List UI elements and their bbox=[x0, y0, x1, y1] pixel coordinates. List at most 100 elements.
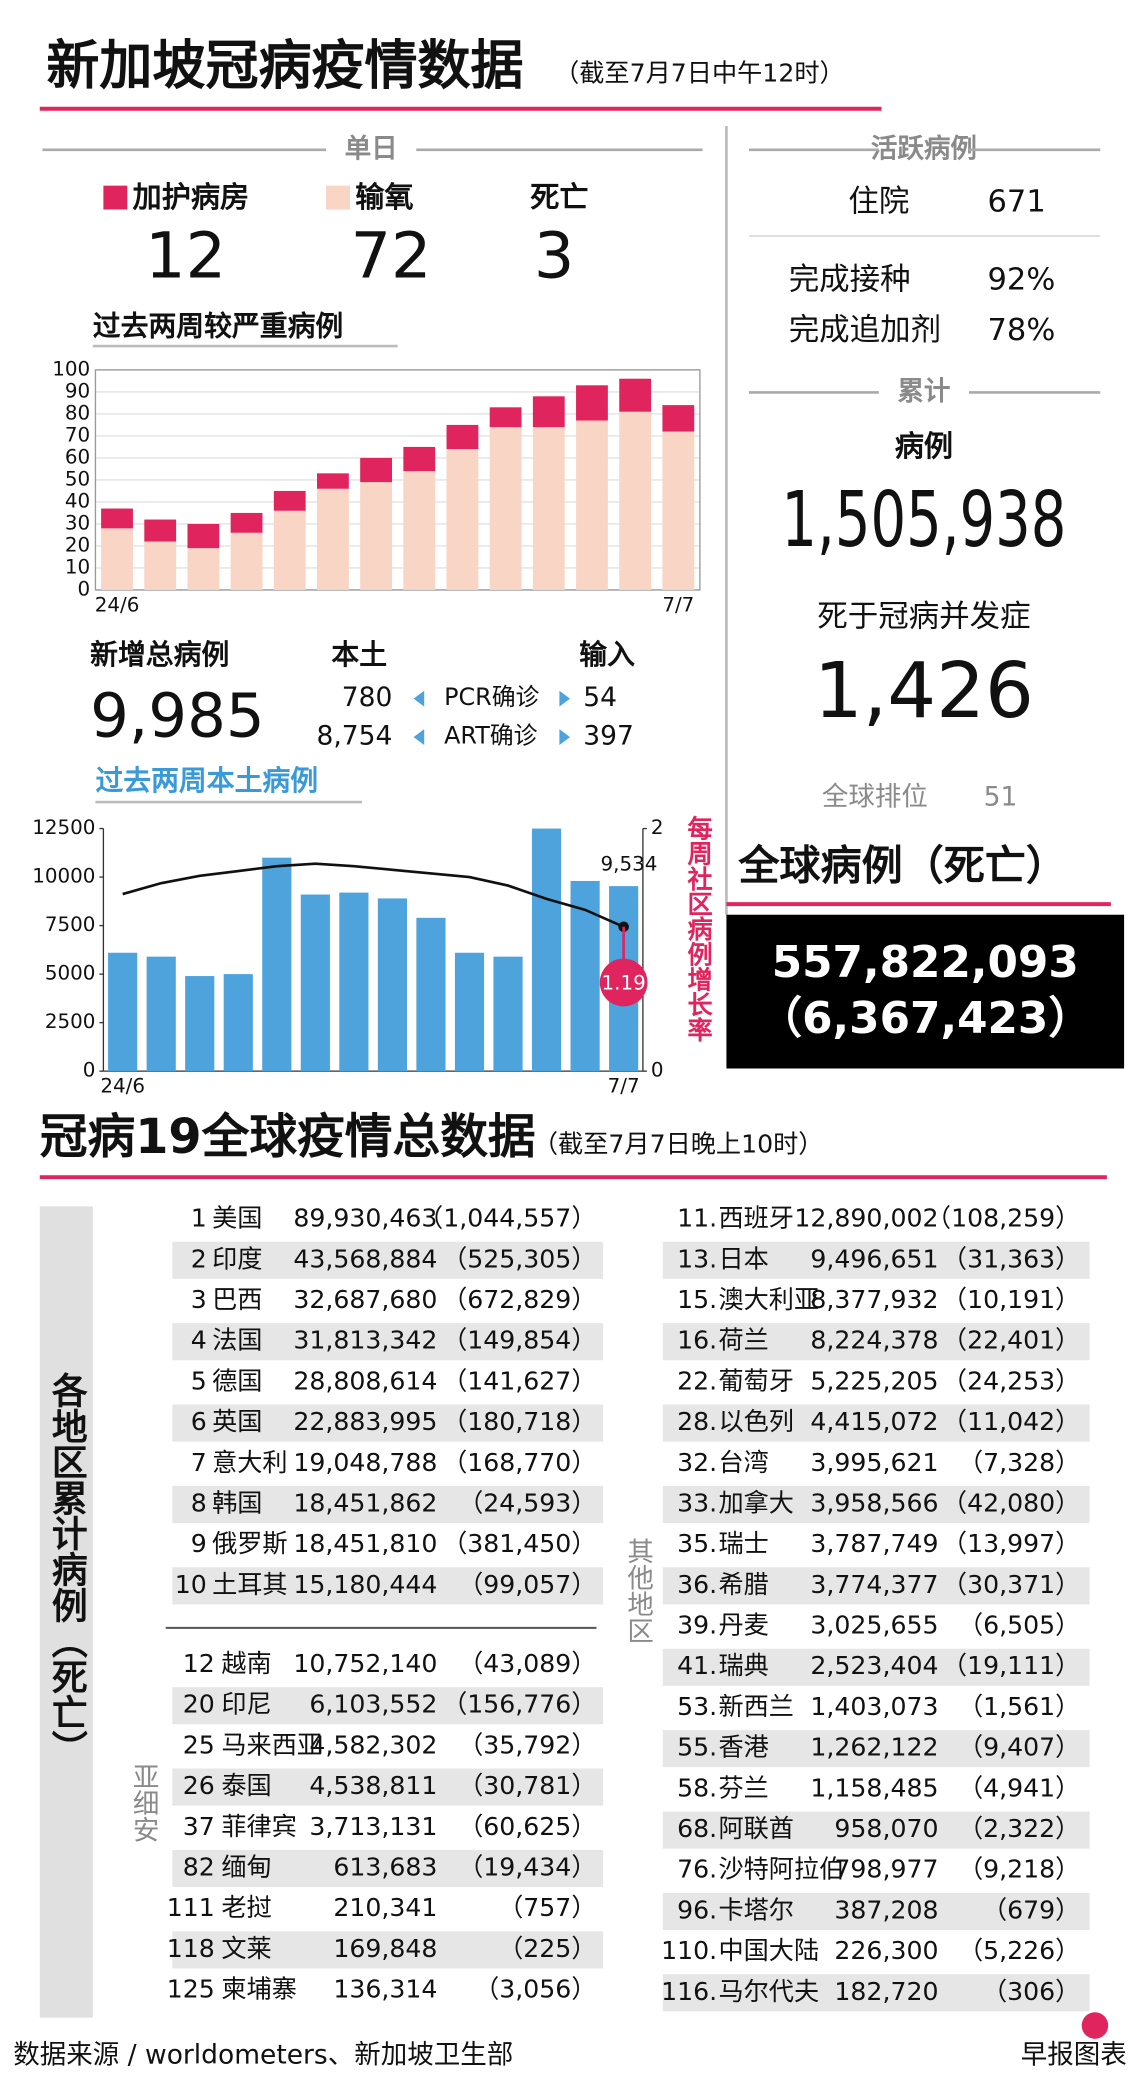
cases: 8,224,378 bbox=[810, 1326, 938, 1355]
rank: 16. bbox=[677, 1326, 717, 1355]
rank: 6 bbox=[191, 1407, 207, 1436]
cases: 6,103,552 bbox=[309, 1690, 437, 1719]
row-stripe bbox=[662, 1811, 1090, 1849]
rank: 33. bbox=[677, 1488, 717, 1517]
country: 印度 bbox=[212, 1244, 262, 1273]
country: 希腊 bbox=[718, 1570, 768, 1599]
bar-segment bbox=[532, 427, 565, 590]
title: 冠病19全球疫情总数据 bbox=[40, 1110, 536, 1165]
rank: 111 bbox=[167, 1893, 215, 1922]
country: 马来西亚 bbox=[221, 1730, 322, 1759]
label: 新增总病例 bbox=[90, 638, 229, 671]
logo bbox=[1081, 2012, 1109, 2039]
deaths: （381,450） bbox=[442, 1529, 596, 1558]
row-stripe bbox=[172, 1687, 604, 1725]
label: 780 bbox=[342, 682, 393, 713]
country: 法国 bbox=[212, 1326, 262, 1355]
rank: 12 bbox=[183, 1649, 215, 1678]
country: 马尔代夫 bbox=[718, 1977, 819, 2006]
data-label: 9,534 bbox=[600, 852, 657, 875]
country: 澳大利亚 bbox=[718, 1285, 819, 1314]
cases: 18,451,810 bbox=[293, 1529, 437, 1558]
deaths: （13,997） bbox=[942, 1529, 1080, 1558]
arrow bbox=[559, 729, 570, 746]
deaths: （19,434） bbox=[458, 1852, 596, 1881]
deaths: （22,401） bbox=[942, 1326, 1080, 1355]
rank: 11. bbox=[677, 1204, 717, 1233]
cases: 8,377,932 bbox=[810, 1285, 938, 1314]
country: 柬埔寨 bbox=[221, 1975, 297, 2004]
panel bbox=[726, 914, 1125, 1069]
y-tick-label: 30 bbox=[65, 511, 90, 534]
rank: 8 bbox=[191, 1488, 207, 1517]
line bbox=[122, 862, 625, 929]
rank: 13. bbox=[677, 1244, 717, 1273]
bar-segment bbox=[360, 457, 392, 483]
cases: 798,977 bbox=[834, 1855, 938, 1884]
deaths: （99,057） bbox=[458, 1570, 596, 1599]
label: 完成接种 bbox=[789, 263, 911, 298]
cases: 387,208 bbox=[834, 1895, 938, 1924]
rank: 125 bbox=[167, 1975, 215, 2004]
stat-value: 1,505,938 bbox=[781, 476, 1066, 565]
legend-label: 输氧 bbox=[355, 180, 413, 214]
country: 葡萄牙 bbox=[718, 1366, 794, 1395]
rank: 96. bbox=[677, 1895, 717, 1924]
row-stripe bbox=[172, 1241, 604, 1279]
deaths: （30,781） bbox=[458, 1771, 596, 1800]
bar bbox=[300, 894, 330, 1072]
row-stripe bbox=[662, 1241, 1090, 1279]
y-tick-label: 7500 bbox=[45, 913, 96, 936]
y-tick-label: 90 bbox=[65, 379, 90, 402]
label: PCR确诊 bbox=[444, 683, 539, 711]
row-stripe bbox=[172, 1323, 604, 1361]
label: 全球排位 bbox=[822, 782, 928, 813]
rank: 15. bbox=[677, 1285, 717, 1314]
label: 92% bbox=[988, 263, 1056, 298]
rank: 28. bbox=[677, 1407, 717, 1436]
cases: 1,262,122 bbox=[810, 1733, 938, 1762]
label: 死于冠病并发症 bbox=[817, 599, 1030, 634]
legend-swatch bbox=[326, 185, 350, 210]
deaths: （180,718） bbox=[442, 1407, 596, 1436]
deaths: （149,854） bbox=[442, 1326, 596, 1355]
rank: 41. bbox=[677, 1651, 717, 1680]
country: 英国 bbox=[212, 1407, 262, 1436]
country: 荷兰 bbox=[718, 1326, 768, 1355]
y-tick-label: 10 bbox=[65, 555, 90, 578]
cases: 226,300 bbox=[834, 1936, 938, 1965]
country: 印尼 bbox=[221, 1690, 271, 1719]
arrow bbox=[413, 690, 425, 707]
deaths: （525,305） bbox=[442, 1244, 596, 1273]
country: 以色列 bbox=[718, 1407, 794, 1436]
bar bbox=[377, 898, 408, 1072]
deaths: （11,042） bbox=[942, 1407, 1080, 1436]
row-stripe bbox=[172, 1931, 604, 1969]
rank: 116. bbox=[661, 1977, 717, 2006]
bar-segment bbox=[619, 411, 652, 590]
country: 西班牙 bbox=[718, 1204, 794, 1233]
deaths: （10,191） bbox=[942, 1285, 1080, 1314]
cases: 4,538,811 bbox=[309, 1771, 437, 1800]
arrow bbox=[559, 690, 570, 707]
bar-segment bbox=[532, 396, 565, 428]
deaths: （7,328） bbox=[958, 1448, 1080, 1477]
rank: 35. bbox=[677, 1529, 717, 1558]
bar bbox=[339, 892, 369, 1072]
row-stripe bbox=[662, 1567, 1090, 1605]
rank: 53. bbox=[677, 1692, 717, 1721]
label: 输入 bbox=[579, 638, 635, 671]
country: 韩国 bbox=[212, 1488, 262, 1517]
country: 菲律宾 bbox=[221, 1812, 297, 1841]
bar-segment bbox=[576, 420, 608, 590]
deaths: （1,561） bbox=[958, 1692, 1080, 1721]
rank: 10 bbox=[175, 1570, 207, 1599]
rank: 1 bbox=[191, 1204, 207, 1233]
bar-segment bbox=[662, 431, 695, 590]
deaths: （3,056） bbox=[474, 1975, 596, 2004]
y-tick-label: 60 bbox=[65, 445, 90, 468]
cases: 169,848 bbox=[333, 1934, 437, 1963]
deaths: （306） bbox=[982, 1977, 1080, 2006]
cases: 1,403,073 bbox=[810, 1692, 938, 1721]
y-tick-label: 5000 bbox=[45, 962, 96, 985]
